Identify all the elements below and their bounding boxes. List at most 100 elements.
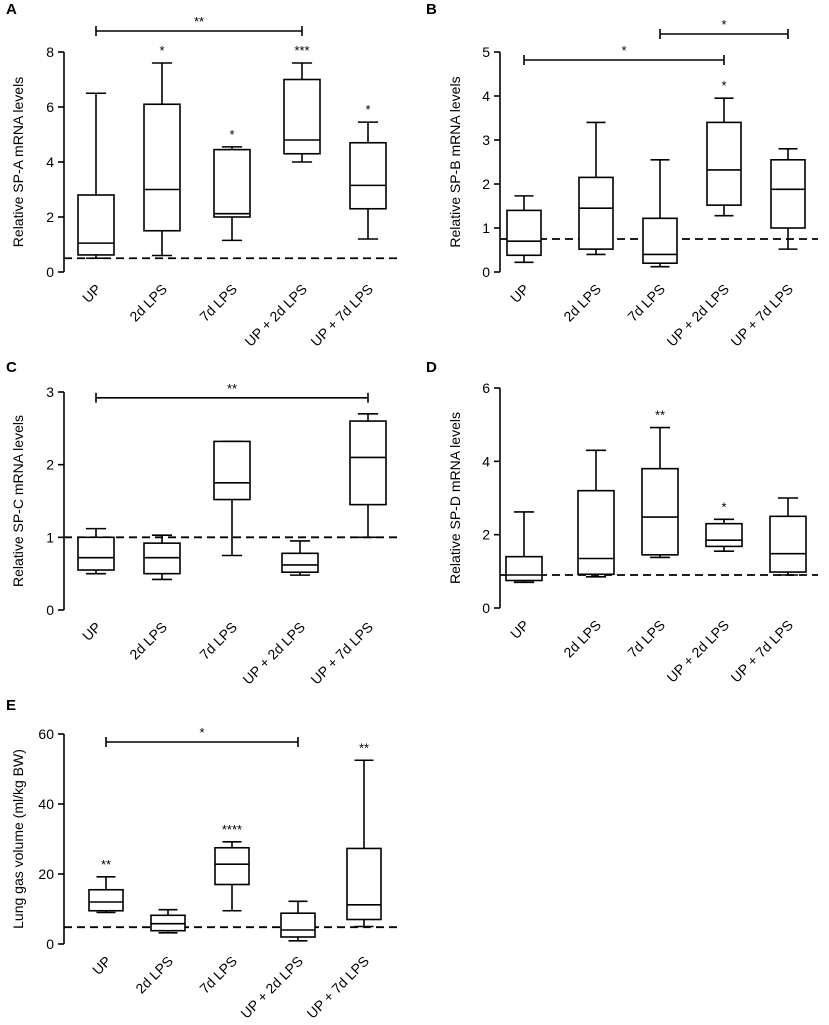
x-category-label: UP + 2d LPS — [663, 281, 732, 350]
y-tick-label: 20 — [38, 866, 54, 882]
x-category-label: UP — [89, 953, 114, 978]
box-iqr — [346, 847, 382, 921]
y-tick-label: 0 — [46, 602, 54, 618]
bracket-label: * — [721, 17, 726, 32]
y-axis-label: Relative SP-B mRNA levels — [447, 76, 463, 247]
x-category-label: UP — [507, 281, 532, 306]
x-category-label: 7d LPS — [196, 619, 240, 663]
y-axis-label: Relative SP-A mRNA levels — [10, 77, 26, 247]
box-1 — [77, 527, 115, 575]
y-tick-label: 60 — [38, 726, 54, 742]
box-iqr — [213, 148, 251, 218]
x-category-label: UP + 7d LPS — [307, 281, 376, 350]
y-tick-label: 6 — [46, 99, 54, 115]
box-iqr — [770, 159, 806, 229]
y-axis-label: Relative SP-C mRNA levels — [10, 415, 26, 587]
bracket-label: * — [199, 725, 204, 740]
box-iqr — [769, 515, 807, 573]
x-category-label: UP + 7d LPS — [303, 953, 372, 1022]
comparison-bracket: * — [105, 725, 299, 747]
x-category-label: 2d LPS — [126, 619, 170, 663]
x-category-label: 2d LPS — [560, 617, 604, 661]
box-iqr — [578, 176, 614, 250]
x-category-label: 7d LPS — [196, 281, 240, 325]
box-2 — [577, 449, 615, 578]
box-5: * — [349, 102, 387, 240]
y-axis-label: Relative SP-D mRNA levels — [447, 412, 463, 584]
significance-label: ** — [655, 408, 665, 423]
panel-c: C 0 1 2 3 Relative SP-C mRNA levels UP 2d LPS 7d… — [6, 359, 400, 687]
panel-letter: B — [426, 1, 437, 18]
box-1 — [77, 92, 115, 260]
x-category-label: UP — [507, 617, 532, 642]
y-tick-label: 4 — [482, 453, 490, 469]
y-tick-label: 4 — [482, 88, 490, 104]
x-category-label: UP + 2d LPS — [663, 617, 732, 686]
box-2 — [150, 908, 186, 934]
box-iqr — [705, 522, 743, 548]
panel-letter: D — [426, 359, 437, 376]
box-5 — [770, 148, 806, 250]
box-iqr — [77, 194, 115, 256]
y-tick-label: 5 — [482, 44, 490, 60]
box-iqr — [214, 846, 250, 886]
box-4: * — [706, 78, 742, 217]
box-iqr — [349, 420, 387, 506]
x-category-label: 7d LPS — [624, 281, 668, 325]
y-tick-label: 2 — [482, 527, 490, 543]
significance-label: ** — [359, 740, 369, 755]
box-3: **** — [214, 822, 250, 912]
box-5: ** — [346, 740, 382, 928]
y-tick-label: 0 — [482, 264, 490, 280]
box-3: ** — [641, 408, 679, 559]
box-iqr — [280, 912, 316, 938]
box-4 — [280, 900, 316, 942]
y-tick-label: 0 — [482, 600, 490, 616]
significance-label: * — [721, 78, 726, 93]
x-category-label: 7d LPS — [624, 617, 668, 661]
significance-label: * — [159, 43, 164, 58]
x-category-label: UP + 7d LPS — [307, 619, 376, 688]
box-2 — [143, 534, 181, 581]
y-tick-label: 0 — [46, 936, 54, 952]
box-iqr — [143, 103, 181, 232]
box-iqr — [506, 209, 542, 257]
box-iqr — [77, 536, 115, 571]
y-tick-label: 2 — [482, 176, 490, 192]
panel-b: B 0 1 2 3 4 5 Relative SP-B mRNA levels * UP 2d LP… — [426, 1, 818, 349]
box-iqr — [641, 467, 679, 556]
significance-label: * — [721, 499, 726, 514]
comparison-bracket: ** — [95, 14, 303, 36]
box-5 — [349, 412, 387, 539]
comparison-bracket: * — [659, 17, 789, 39]
y-tick-label: 8 — [46, 44, 54, 60]
comparison-bracket: * — [523, 43, 725, 65]
box-4 — [281, 540, 319, 576]
x-category-label: UP — [79, 281, 104, 306]
y-tick-label: 3 — [482, 132, 490, 148]
box-3 — [642, 159, 678, 268]
box-1 — [506, 195, 542, 264]
bracket-label: ** — [194, 14, 204, 29]
box-1: ** — [88, 857, 124, 914]
box-iqr — [577, 489, 615, 576]
box-2 — [578, 121, 614, 256]
x-category-label: UP + 2d LPS — [237, 953, 306, 1022]
box-iqr — [213, 440, 251, 501]
x-category-label: 7d LPS — [196, 953, 240, 997]
x-category-label: 2d LPS — [560, 281, 604, 325]
box-4: * — [705, 499, 743, 552]
y-tick-label: 3 — [46, 384, 54, 400]
box-iqr — [642, 217, 678, 265]
box-iqr — [88, 888, 124, 912]
box-3 — [213, 440, 251, 557]
y-tick-label: 2 — [46, 457, 54, 473]
x-category-label: UP + 7d LPS — [727, 617, 796, 686]
x-category-label: 2d LPS — [126, 281, 170, 325]
y-tick-label: 2 — [46, 209, 54, 225]
box-iqr — [505, 555, 543, 582]
